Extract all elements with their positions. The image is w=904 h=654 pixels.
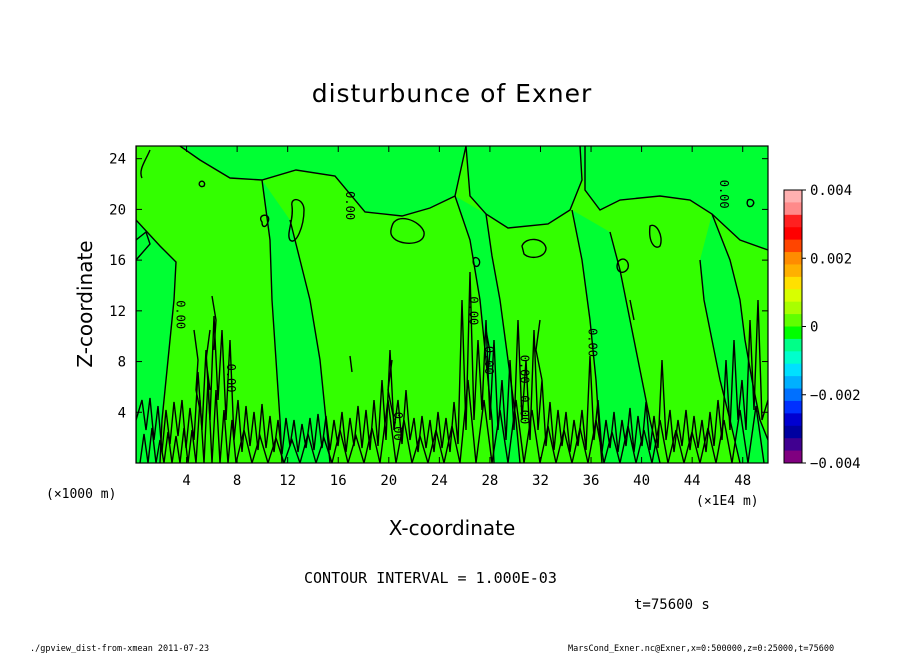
contour-field: 0.00 0.00 0.00 0.00 0.00 0.00 0.00 0.00 0.00 0.00 [136, 146, 768, 463]
x-tick-label: 48 [734, 473, 751, 489]
y-tick-label: 24 [109, 152, 126, 168]
colorbar-swatch [784, 425, 802, 439]
colorbar-tick-label: 0.002 [810, 251, 852, 267]
y-tick-label: 4 [118, 405, 126, 421]
contour-label: 0.00 [517, 395, 531, 424]
y-tick-label: 16 [109, 253, 126, 269]
contour-label: 0.00 [467, 296, 481, 325]
colorbar-swatch [784, 314, 802, 327]
plot-frame [135, 145, 769, 464]
colorbar-swatch [784, 351, 802, 365]
colorbar-tick-label: 0 [810, 320, 818, 336]
y-axis-label: Z-coordinate [73, 240, 97, 367]
contour-region-band-mid-right [572, 210, 660, 463]
contour-label: 0.00 [343, 191, 357, 220]
contour-label: 0.00 [586, 328, 600, 357]
colorbar-swatch [784, 363, 802, 377]
contour-lines [136, 146, 768, 463]
colorbar-swatch [784, 450, 802, 464]
y-tick-label: 20 [109, 202, 126, 218]
colorbar-swatch [784, 264, 802, 278]
colorbar-swatch [784, 413, 802, 427]
contour-label: 0.00 [517, 355, 531, 384]
x-axis-label: X-coordinate [389, 516, 516, 540]
colorbar-swatch [784, 252, 802, 265]
colorbar-swatch [784, 202, 802, 216]
x-tick-label: 32 [532, 473, 549, 489]
footer-left-text: ./gpview_dist-from-xmean 2011-07-23 [30, 644, 209, 654]
colorbar-swatch [784, 239, 802, 253]
contour-region-upper-right [580, 146, 768, 250]
colorbar-swatches [784, 190, 802, 464]
x-tick-label: 4 [182, 473, 190, 489]
x-tick-label: 44 [684, 473, 701, 489]
x-tick-label: 24 [431, 473, 448, 489]
y-tick-label: 8 [118, 355, 126, 371]
contour-label: 0.00 [224, 364, 238, 393]
colorbar-swatch [784, 376, 802, 390]
contour-region-band-right [700, 214, 768, 463]
contour-label: 0.00 [717, 180, 731, 209]
x-tick-label: 40 [633, 473, 650, 489]
contour-label: 0.00 [482, 346, 496, 375]
contour-label: 0.00 [391, 412, 405, 441]
contour-region-band-mid-left [262, 180, 330, 463]
colorbar-swatch [784, 388, 802, 402]
colorbar-tick-label: −0.002 [810, 388, 861, 404]
colorbar-tick-label: −0.004 [810, 456, 861, 472]
x-unit-label: (×1E4 m) [696, 494, 759, 509]
x-tick-label: 36 [583, 473, 600, 489]
contour-region-top [466, 146, 582, 228]
chart-title: disturbunce of Exner [312, 79, 593, 108]
plot-area: 0.000.000.000.000.000.00 0.000.000.000.00… [109, 145, 769, 489]
y-unit-label: (×1000 m) [46, 487, 116, 502]
plot-background [136, 146, 768, 463]
x-axis-ticks: 4 8 12 16 20 24 28 32 36 40 44 48 [182, 146, 751, 489]
colorbar-swatch [784, 301, 802, 315]
colorbar-swatch [784, 227, 802, 241]
contour-interval-text: CONTOUR INTERVAL = 1.000E-03 [304, 569, 557, 587]
contour-labels: 0.00 0.00 0.00 0.00 0.00 0.00 0.00 0.00 0.00 0.00 [173, 180, 731, 441]
colorbar-swatch [784, 438, 802, 452]
colorbar-swatch [784, 289, 802, 303]
contour-region-band-left [136, 220, 176, 463]
colorbar-ticks: 0.004 0.002 0 −0.002 −0.004 [802, 183, 861, 472]
x-tick-label: 8 [233, 473, 241, 489]
x-tick-label: 12 [279, 473, 296, 489]
colorbar-tick-label: 0.004 [810, 183, 852, 199]
colorbar-swatch [784, 190, 802, 203]
colorbar-swatch [784, 276, 802, 290]
footer-right-text: MarsCond_Exner.nc@Exner,x=0:500000,z=0:2… [568, 644, 834, 654]
colorbar-swatch [784, 400, 802, 414]
contour-region-upper-left [136, 146, 466, 216]
time-text: t=75600 s [634, 597, 710, 613]
y-tick-label: 12 [109, 304, 126, 320]
y-axis-ticks: 4 8 12 16 20 24 [109, 152, 768, 421]
contour-label: 0.00 [173, 300, 187, 329]
x-tick-label: 16 [330, 473, 347, 489]
x-tick-label: 28 [481, 473, 498, 489]
colorbar-swatch [784, 214, 802, 228]
colorbar: 0.004 0.002 0 −0.002 −0.004 [783, 183, 861, 472]
colorbar-swatch [784, 326, 802, 340]
colorbar-swatch [784, 338, 802, 352]
x-tick-label: 20 [380, 473, 397, 489]
